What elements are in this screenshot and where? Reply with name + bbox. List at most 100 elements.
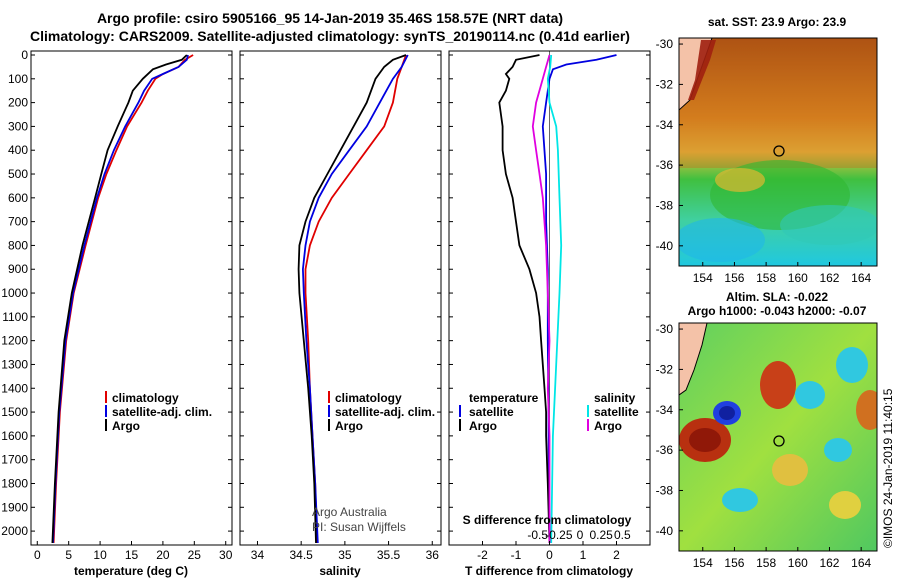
- lat-tick-label: -30: [656, 37, 674, 51]
- sla-lat-ticks: -30 -32 -34 -36 -38 -40: [656, 322, 683, 538]
- legend-argo: Argo: [112, 419, 140, 433]
- credit-line2: PI: Susan Wijffels: [312, 520, 406, 534]
- top-tick-label: -0.25: [545, 528, 573, 542]
- legend-t-satellite: satellite: [469, 405, 514, 419]
- series-line-temperature-argo: [498, 54, 551, 544]
- lon-tick-label: 154: [693, 271, 713, 285]
- sla-map-title: Altim. SLA: -0.022: [726, 290, 828, 304]
- x-tick-label: 15: [125, 548, 139, 562]
- x-tick-label: 34.5: [289, 548, 313, 562]
- depth-tick-label: 200: [8, 96, 28, 110]
- sla-land: [679, 323, 708, 396]
- sst-argo-marker: [773, 145, 785, 157]
- depth-tick-label: 1900: [1, 500, 28, 514]
- x-tick-label: 10: [93, 548, 107, 562]
- salinity-legend: climatology satellite-adj. clim. Argo: [328, 391, 435, 433]
- legend-satellite: satellite-adj. clim.: [335, 405, 435, 419]
- legend-temperature-header: temperature: [469, 391, 539, 405]
- series-line-salinity-argo: [531, 54, 551, 543]
- x-tick-label: 1: [580, 548, 587, 562]
- depth-tick-label: 1600: [1, 429, 28, 443]
- figure-title-line2: Climatology: CARS2009. Satellite-adjuste…: [30, 28, 630, 44]
- depth-tick-label: 2000: [1, 524, 28, 538]
- temperature-xlabel: temperature (deg C): [74, 564, 188, 578]
- x-tick-label: 34: [251, 548, 265, 562]
- depth-tick-label: 500: [8, 167, 28, 181]
- x-tick-label: 5: [65, 548, 72, 562]
- sst-map-title: sat. SST: 23.9 Argo: 23.9: [708, 15, 847, 29]
- lon-tick-label: 154: [693, 556, 713, 570]
- lon-tick-label: 162: [819, 556, 839, 570]
- lat-tick-label: -40: [656, 524, 674, 538]
- lat-tick-label: -30: [656, 322, 674, 336]
- lat-tick-label: -32: [656, 362, 674, 376]
- lon-tick-label: 164: [851, 271, 871, 285]
- lon-tick-label: 162: [819, 271, 839, 285]
- top-tick-label: 0.25: [589, 528, 613, 542]
- sla-map-image: [679, 323, 877, 551]
- sst-lon-ticks: 154 156 158 160 162 164: [693, 262, 871, 285]
- series-line-argo: [297, 54, 407, 544]
- salinity-x-ticks: 34 34.5 35 35.5 36: [251, 541, 439, 562]
- figure-title-line1: Argo profile: csiro 5905166_95 14-Jan-20…: [96, 10, 564, 26]
- lon-tick-label: 160: [788, 271, 808, 285]
- depth-tick-label: 300: [8, 119, 28, 133]
- salinity-panel: [239, 50, 442, 546]
- watermark: ©IMOS 24-Jan-2019 11:40:15: [881, 388, 895, 548]
- sla-lon-ticks: 154 156 158 160 162 164: [693, 547, 871, 570]
- x-tick-label: 36: [426, 548, 440, 562]
- lat-tick-label: -32: [656, 77, 674, 91]
- sla-map-subtitle: Argo h1000: -0.043 h2000: -0.07: [688, 304, 867, 318]
- difference-x-ticks: -2 -1 0 1 2: [477, 541, 620, 562]
- x-tick-label: 35.5: [377, 548, 401, 562]
- salinity-plot: [297, 54, 409, 544]
- lon-tick-label: 160: [788, 556, 808, 570]
- difference-top-ticks: -0.5-0.25 0 0.25 0.5: [527, 528, 631, 542]
- credit-line1: Argo Australia: [312, 505, 387, 519]
- depth-tick-label: 1400: [1, 381, 28, 395]
- series-line-argo: [51, 54, 188, 544]
- depth-tick-label: 1000: [1, 286, 28, 300]
- depth-tick-label: 0: [21, 48, 28, 62]
- depth-axis: 0 100 200 300 400 500 600 700 800 900 1000 1100 1200…: [1, 48, 650, 538]
- depth-tick-label: 1300: [1, 357, 28, 371]
- lon-tick-label: 158: [756, 556, 776, 570]
- top-tick-label: 0: [577, 528, 584, 542]
- lat-tick-label: -34: [656, 118, 674, 132]
- depth-tick-label: 700: [8, 215, 28, 229]
- top-tick-label: -0.5: [527, 528, 548, 542]
- x-tick-label: 0: [546, 548, 553, 562]
- legend-s-satellite: satellite: [594, 405, 639, 419]
- depth-tick-label: 600: [8, 191, 28, 205]
- series-line-salinity-satellite: [546, 54, 563, 544]
- depth-tick-label: 900: [8, 262, 28, 276]
- temperature-panel: [30, 50, 233, 546]
- lat-tick-label: -38: [656, 483, 674, 497]
- x-tick-label: 35: [338, 548, 352, 562]
- lat-tick-label: -36: [656, 158, 674, 172]
- depth-tick-label: 1500: [1, 405, 28, 419]
- lon-tick-label: 156: [724, 556, 744, 570]
- temperature-legend: climatology satellite-adj. clim. Argo: [105, 391, 212, 433]
- depth-tick-label: 400: [8, 143, 28, 157]
- legend-t-argo: Argo: [469, 419, 497, 433]
- depth-tick-label: 1200: [1, 334, 28, 348]
- temperature-plot: [51, 54, 194, 544]
- lon-tick-label: 158: [756, 271, 776, 285]
- x-tick-label: 25: [188, 548, 202, 562]
- sst-map-image: [679, 38, 877, 266]
- legend-s-argo: Argo: [594, 419, 622, 433]
- lon-tick-label: 156: [724, 271, 744, 285]
- x-tick-label: 30: [219, 548, 233, 562]
- depth-tick-label: 1100: [2, 310, 28, 324]
- x-tick-label: 2: [613, 548, 620, 562]
- temperature-x-ticks: 0 5 10 15 20 25 30: [34, 541, 233, 562]
- difference-top-label: S difference from climatology: [463, 513, 632, 527]
- depth-tick-label: 1700: [1, 453, 28, 467]
- difference-plot: [498, 51, 617, 545]
- x-tick-label: -2: [477, 548, 488, 562]
- lat-tick-label: -34: [656, 403, 674, 417]
- legend-satellite: satellite-adj. clim.: [112, 405, 212, 419]
- salinity-xlabel: salinity: [319, 564, 361, 578]
